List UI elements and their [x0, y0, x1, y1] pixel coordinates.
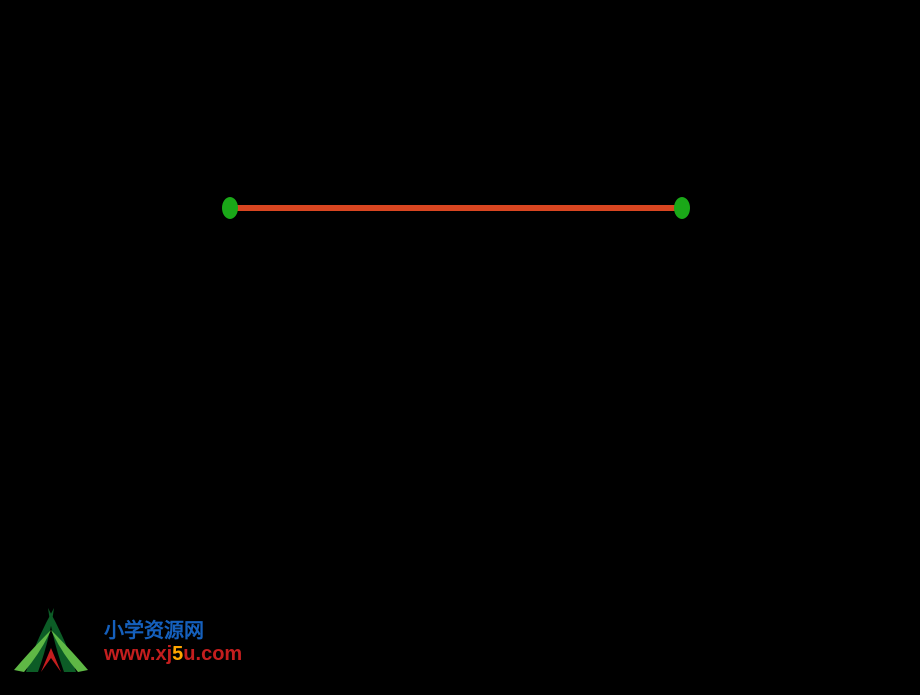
line-segment-svg: [0, 0, 920, 690]
watermark: 小学资源网 www.xj5u.com: [6, 600, 242, 680]
watermark-url: www.xj5u.com: [104, 643, 242, 666]
endpoint-right: [674, 197, 690, 219]
endpoint-left: [222, 197, 238, 219]
diagram-canvas: [0, 0, 920, 690]
url-accent: 5: [172, 643, 183, 665]
watermark-text: 小学资源网 www.xj5u.com: [104, 614, 242, 666]
url-suffix: u.com: [183, 643, 242, 665]
watermark-title: 小学资源网: [104, 614, 242, 643]
watermark-logo-icon: [6, 600, 96, 680]
url-prefix: www.xj: [104, 643, 172, 665]
